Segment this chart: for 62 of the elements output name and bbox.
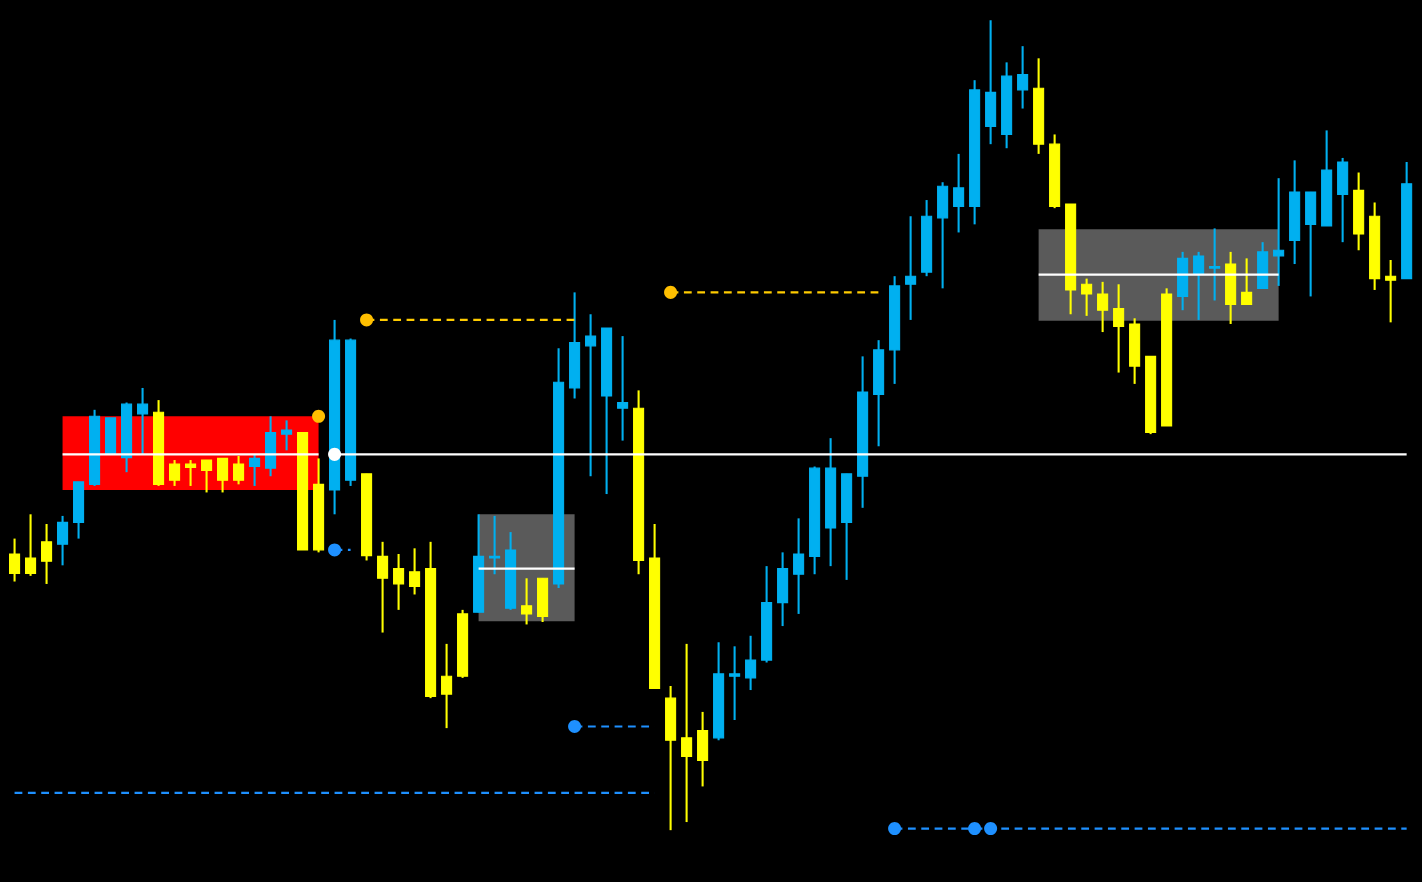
point (360, 313, 374, 327)
candlestick (617, 335, 629, 442)
candlestick (1305, 190, 1317, 298)
candlestick (1129, 317, 1141, 385)
candlestick (1097, 280, 1109, 334)
candlestick (25, 513, 37, 577)
candlestick (1177, 250, 1189, 312)
candlestick (697, 710, 709, 788)
candlestick (1193, 250, 1205, 321)
candlestick (377, 540, 389, 634)
candlestick (233, 454, 245, 486)
candlestick (1017, 45, 1029, 110)
candlestick (1241, 257, 1253, 306)
candlestick (1225, 250, 1237, 326)
candlestick (489, 514, 501, 576)
point (968, 822, 982, 836)
candlestick (1257, 241, 1269, 290)
candlestick (1209, 227, 1221, 302)
candlestick (745, 634, 757, 692)
candlestick (793, 517, 805, 615)
point (312, 409, 326, 423)
candlestick (185, 458, 197, 487)
point (984, 822, 998, 836)
point (568, 719, 582, 734)
candlestick (953, 152, 965, 234)
candlestick (41, 522, 53, 585)
candlestick (169, 458, 181, 487)
candlestick (937, 181, 949, 290)
candlestick (57, 514, 69, 567)
candlestick (201, 458, 213, 494)
point (328, 543, 342, 557)
candlestick (905, 215, 917, 321)
candlestick (681, 642, 693, 824)
candlestick (1113, 283, 1125, 374)
candlestick (441, 642, 453, 730)
candlestick (393, 552, 405, 611)
candlestick (569, 291, 581, 400)
candlestick (137, 386, 149, 456)
candlestick (265, 415, 277, 478)
candlestick (105, 417, 117, 455)
candlestick (1385, 258, 1397, 324)
candlestick (217, 457, 229, 494)
candlestick (409, 547, 421, 596)
candlestick (985, 19, 997, 146)
point (328, 447, 342, 461)
candlestick (777, 551, 789, 628)
candlestick (1353, 171, 1365, 252)
candlestick (1081, 277, 1093, 317)
candlestick (281, 419, 293, 452)
candlestick (873, 339, 885, 448)
candlestick (249, 453, 261, 487)
candlestick (1273, 177, 1285, 287)
candlestick (729, 645, 741, 722)
candlestick (73, 480, 85, 540)
point (664, 285, 678, 299)
candlestick (537, 577, 549, 624)
candlestick (585, 313, 597, 478)
candlestick (521, 577, 533, 626)
candlestick (665, 684, 677, 832)
point (888, 822, 902, 836)
candlestick (9, 537, 21, 583)
candlestick (1337, 156, 1349, 244)
